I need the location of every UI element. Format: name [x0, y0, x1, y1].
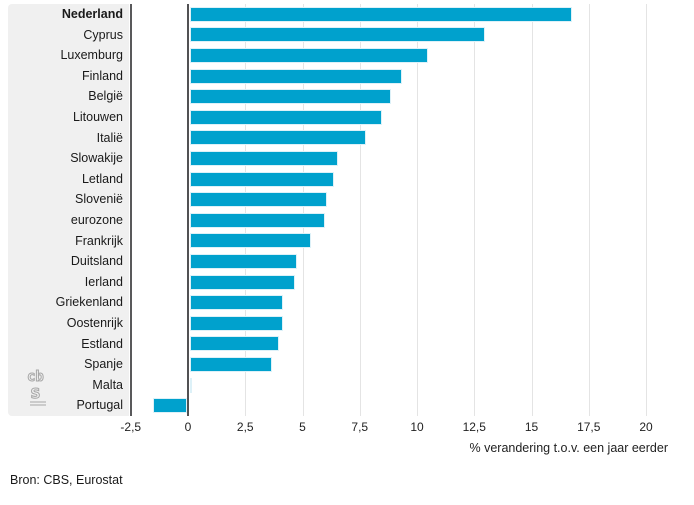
bar[interactable]	[189, 315, 284, 331]
category-label: Duitsland	[70, 254, 123, 269]
category-label: Griekenland	[55, 295, 123, 310]
bar[interactable]	[189, 192, 327, 208]
bar[interactable]	[153, 398, 188, 414]
x-tick-label: 15	[524, 420, 539, 434]
x-tick-label: 20	[639, 420, 653, 434]
category-label: Malta	[92, 377, 123, 392]
bar[interactable]	[189, 6, 572, 22]
bar[interactable]	[189, 171, 334, 187]
bar[interactable]	[189, 274, 295, 290]
category-label: Litouwen	[72, 110, 123, 124]
bar[interactable]	[189, 254, 298, 269]
category-label: Portugal	[76, 398, 123, 413]
gridline	[531, 4, 533, 416]
gridline	[245, 4, 247, 416]
x-tick-label: 12,5	[462, 420, 486, 434]
source-note: Bron: CBS, Eurostat	[10, 473, 123, 487]
category-label: Spanje	[84, 357, 123, 372]
bar[interactable]	[189, 48, 428, 63]
x-tick-label: -2,5	[120, 420, 142, 434]
category-label: eurozone	[70, 213, 123, 227]
x-tick-label: 5	[299, 420, 306, 434]
bar[interactable]	[189, 377, 192, 393]
category-label: Italië	[96, 130, 123, 145]
bar[interactable]	[189, 212, 325, 228]
gridline	[588, 4, 590, 416]
gridline	[474, 4, 476, 416]
x-axis-ticks: -2,5 0 2,5 5 7,5 10 12,5 15 17,5 20	[120, 420, 675, 435]
x-tick-label: 10	[410, 420, 424, 434]
category-label: Slowakije	[70, 151, 123, 166]
x-tick-label: 17,5	[577, 420, 601, 434]
gridline	[302, 4, 304, 416]
category-label: Nederland	[61, 7, 123, 21]
category-label: Frankrijk	[75, 233, 123, 248]
bar[interactable]	[189, 68, 403, 84]
gridline	[417, 4, 418, 416]
cbs-logo-s: s	[30, 382, 41, 403]
bar[interactable]	[189, 151, 339, 166]
zero-line	[187, 4, 189, 416]
cbs-logo-cb: cb	[27, 369, 44, 385]
bar[interactable]	[189, 89, 392, 105]
bar[interactable]	[189, 295, 284, 311]
cbs-logo: cb s	[27, 369, 46, 406]
x-tick-label: 7,5	[351, 420, 369, 434]
category-label: België	[88, 89, 123, 104]
category-label: Finland	[82, 68, 123, 83]
category-labels-panel: cb s Nederland Cyprus Luxemburg Finland Belg…	[8, 4, 129, 416]
category-label: Cyprus	[83, 27, 123, 42]
bar[interactable]	[189, 109, 382, 125]
bar[interactable]	[189, 233, 311, 249]
category-label: Slovenië	[75, 192, 123, 207]
bar[interactable]	[189, 130, 366, 146]
bar[interactable]	[189, 336, 279, 352]
category-label: Ierland	[84, 274, 123, 289]
x-tick-label: 0	[184, 420, 192, 434]
category-label: Oostenrijk	[66, 316, 123, 330]
category-label: Letland	[81, 171, 123, 186]
gridline	[646, 4, 647, 416]
category-label: Luxemburg	[60, 48, 123, 63]
plot-area	[130, 4, 675, 416]
bar[interactable]	[189, 357, 272, 372]
x-axis-label: % verandering t.o.v. een jaar eerder	[469, 441, 669, 455]
category-label: Estland	[81, 336, 123, 351]
bar[interactable]	[189, 27, 485, 43]
gridline	[359, 4, 361, 416]
x-tick-label: 2,5	[236, 420, 254, 434]
